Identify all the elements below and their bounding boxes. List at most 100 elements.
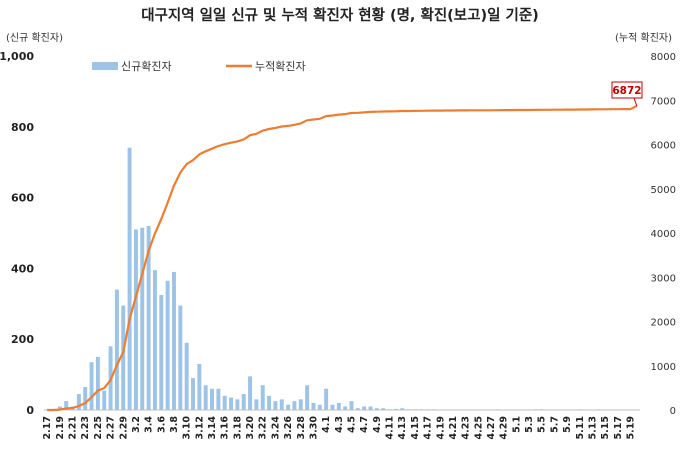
x-tick-label: 5.15 (600, 416, 611, 439)
legend-swatch-new-cases (92, 62, 118, 70)
bar-new-cases (197, 363, 202, 410)
bar-new-cases (400, 408, 405, 410)
callout-label: 6872 (612, 85, 641, 97)
bar-new-cases (178, 305, 183, 410)
x-tick-label: 5.7 (549, 416, 560, 433)
left-tick-label: 0 (26, 404, 34, 417)
bar-new-cases (260, 385, 265, 410)
x-tick-label: 3.6 (156, 416, 167, 433)
x-tick-label: 4.29 (499, 416, 510, 439)
x-tick-label: 3.22 (258, 416, 269, 439)
new-cases-bars (57, 147, 639, 410)
bar-new-cases (140, 227, 145, 410)
x-tick-label: 3.28 (296, 416, 307, 440)
bar-new-cases (222, 395, 227, 410)
callout-pointer (633, 97, 638, 107)
bar-new-cases (273, 401, 278, 410)
x-tick-label: 2.25 (93, 416, 104, 439)
bar-new-cases (83, 386, 88, 410)
x-tick-label: 4.17 (423, 416, 434, 439)
bar-new-cases (76, 394, 81, 410)
x-tick-label: 2.27 (106, 416, 117, 439)
bar-new-cases (330, 404, 335, 410)
bar-new-cases (210, 388, 214, 410)
x-tick-label: 3.16 (220, 416, 231, 440)
x-axis-ticks: 2.17 2.19 2.21 2.23 2.25 2.27 2.29 3.2 3.4 3.6 3.8… (42, 416, 636, 440)
x-tick-label: 5.5 (537, 416, 548, 433)
x-tick-label: 4.11 (385, 416, 396, 439)
x-tick-label: 5.9 (562, 416, 573, 433)
callout-box (611, 81, 643, 99)
x-tick-label: 5.11 (575, 416, 586, 439)
left-tick-label: 1,000 (0, 50, 34, 63)
bar-new-cases (152, 270, 157, 410)
x-tick-label: 3.4 (144, 416, 155, 433)
bar-new-cases (121, 305, 126, 410)
x-tick-label: 2.21 (68, 416, 79, 439)
bar-new-cases (229, 397, 234, 410)
right-tick-label: 5000 (651, 185, 676, 196)
x-tick-label: 5.17 (613, 416, 624, 439)
x-tick-label: 4.27 (486, 416, 497, 439)
bar-new-cases (267, 395, 272, 410)
x-tick-label: 3.10 (182, 416, 193, 440)
x-tick-label: 3.8 (169, 416, 180, 433)
bar-new-cases (114, 289, 119, 410)
legend-label-cumulative: 누적확진자 (255, 60, 306, 73)
legend-label-new-cases: 신규확진자 (121, 60, 172, 73)
cumulative-series-line (47, 104, 638, 412)
right-tick-label: 2000 (651, 318, 676, 329)
x-tick-label: 3.14 (207, 416, 218, 440)
bar-new-cases (336, 402, 341, 410)
bar-new-cases (89, 362, 94, 410)
bar-new-cases (298, 399, 303, 410)
left-tick-label: 800 (11, 121, 34, 134)
bar-new-cases (165, 280, 170, 410)
x-tick-label: 3.24 (270, 416, 281, 440)
x-tick-label: 3.20 (245, 416, 256, 440)
left-axis-unit-label: (신규 확진자) (6, 33, 63, 44)
x-tick-label: 4.5 (347, 416, 358, 433)
x-tick-label: 4.9 (372, 416, 383, 433)
bar-new-cases (292, 401, 297, 410)
right-axis-unit-label: (누적 확진자) (615, 33, 672, 44)
right-tick-label: 6000 (651, 141, 676, 152)
right-axis-ticks: 0 1000 2000 3000 4000 5000 6000 7000 8000 (651, 52, 676, 417)
x-tick-label: 3.2 (131, 416, 142, 433)
bar-new-cases (248, 376, 253, 410)
bar-new-cases (216, 388, 221, 410)
bar-new-cases (381, 408, 386, 410)
left-tick-label: 200 (11, 333, 34, 346)
right-tick-label: 0 (670, 406, 676, 417)
x-tick-label: 4.13 (397, 416, 408, 439)
x-tick-label: 4.21 (448, 416, 459, 439)
x-tick-label: 5.13 (587, 416, 598, 439)
left-tick-label: 600 (11, 192, 34, 205)
x-tick-label: 3.12 (194, 416, 205, 439)
x-tick-label: 4.23 (461, 416, 472, 439)
x-tick-label: 4.7 (359, 416, 370, 433)
bar-new-cases (254, 399, 259, 410)
x-tick-label: 4.15 (410, 416, 421, 439)
x-tick-label: 2.17 (42, 416, 53, 439)
x-tick-label: 5.19 (625, 416, 636, 439)
bar-new-cases (374, 408, 379, 410)
bar-new-cases (324, 388, 329, 410)
bar-new-cases (355, 408, 360, 410)
right-tick-label: 8000 (651, 52, 676, 63)
right-tick-label: 1000 (651, 362, 676, 373)
x-tick-label: 4.3 (334, 416, 345, 433)
bar-new-cases (203, 385, 208, 410)
left-axis-ticks: 0 200 400 600 800 1,000 (0, 50, 34, 417)
chart-title: 대구지역 일일 신규 및 누적 확진자 현황 (명, 확진(보고)일 기준) (141, 8, 539, 24)
x-tick-label: 4.1 (321, 416, 332, 433)
bar-new-cases (343, 406, 348, 410)
x-tick-label: 2.19 (55, 416, 66, 439)
bar-new-cases (368, 406, 373, 410)
callout: 6872 (611, 81, 643, 107)
bar-new-cases (172, 271, 176, 410)
x-tick-label: 5.1 (511, 416, 522, 433)
bar-new-cases (184, 342, 189, 410)
bar-new-cases (57, 406, 62, 410)
